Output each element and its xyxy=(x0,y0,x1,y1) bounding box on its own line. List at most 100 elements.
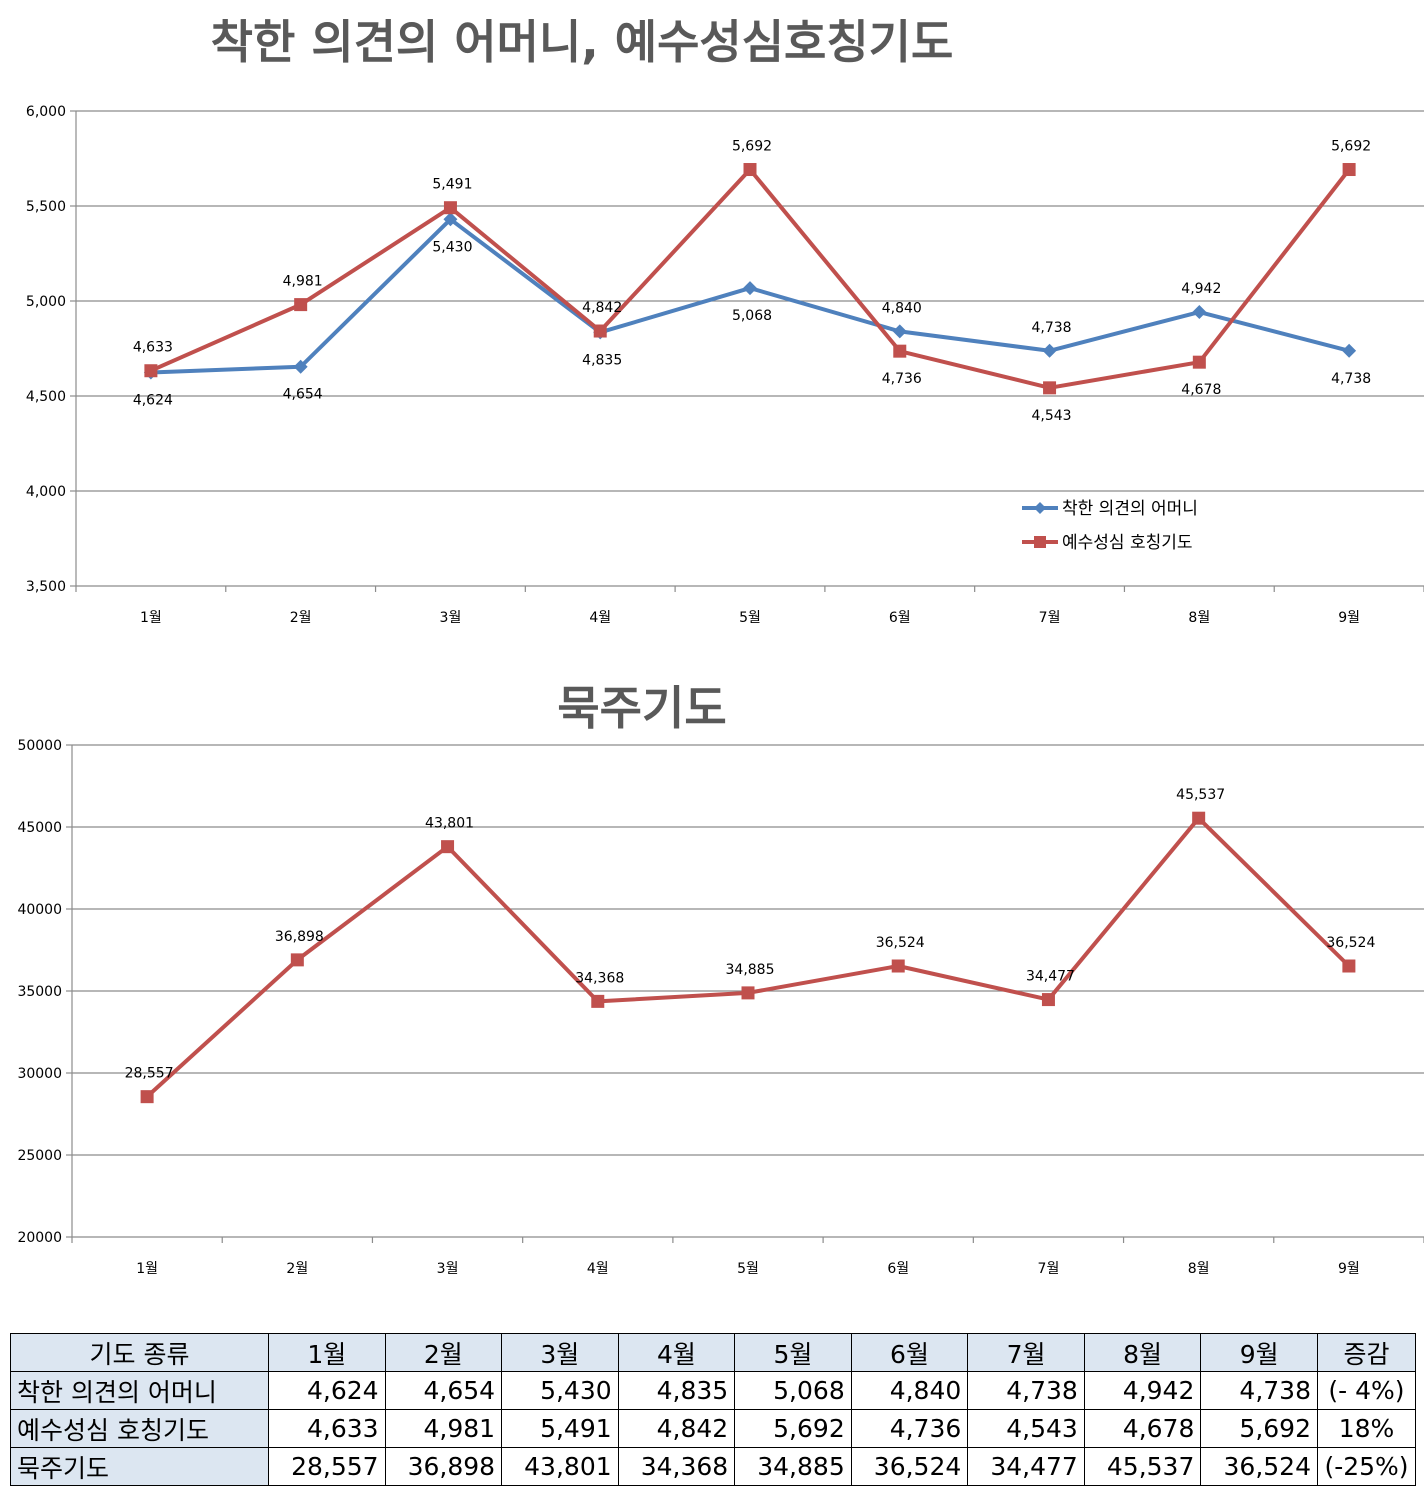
data-label: 34,477 xyxy=(1026,969,1075,985)
data-label: 36,898 xyxy=(275,929,324,945)
table-header-cell: 8월 xyxy=(1083,1333,1202,1372)
series-marker xyxy=(140,1090,154,1104)
table-cell: 5,692 xyxy=(734,1409,852,1448)
y-tick-label: 40000 xyxy=(17,902,62,918)
series-marker xyxy=(1342,959,1356,973)
table-cell: 4,942 xyxy=(1083,1371,1202,1410)
series2-marker xyxy=(743,163,757,177)
x-tick-label: 3월 xyxy=(437,1261,459,1277)
y-tick-label: 4,000 xyxy=(26,484,66,500)
legend-label: 착한 의견의 어머니 xyxy=(1062,499,1198,519)
table-cell: 4,654 xyxy=(384,1371,503,1410)
y-tick-label: 6,000 xyxy=(26,104,66,120)
x-tick-label: 4월 xyxy=(589,610,611,626)
legend-marker xyxy=(1034,536,1046,548)
table-cell: 5,692 xyxy=(1200,1409,1318,1448)
x-tick-label: 2월 xyxy=(290,610,312,626)
table-row: 착한 의견의 어머니 4,624 4,654 5,430 4,835 5,068 4,840… xyxy=(10,1371,1416,1410)
y-tick-label: 45000 xyxy=(17,820,62,836)
table-row: 예수성심 호칭기도 4,633 4,981 5,491 4,842 5,692 4,736 4… xyxy=(10,1409,1416,1448)
table-cell: 4,736 xyxy=(850,1409,969,1448)
series2-marker xyxy=(1342,163,1356,177)
x-tick-label: 2월 xyxy=(286,1261,308,1277)
series1-marker xyxy=(1192,305,1207,320)
data-label: 5,692 xyxy=(1331,139,1371,155)
series2-marker xyxy=(1192,355,1206,369)
data-label: 4,835 xyxy=(582,352,622,368)
series-line xyxy=(145,816,1351,1099)
table-header-cell: 7월 xyxy=(967,1333,1085,1372)
table-cell: 34,368 xyxy=(617,1447,736,1486)
x-tick-label: 1월 xyxy=(136,1261,158,1277)
y-tick-label: 3,500 xyxy=(26,579,66,595)
data-label: 5,491 xyxy=(432,177,472,193)
table-row: 묵주기도 28,557 36,898 43,801 34,368 34,885 36,524… xyxy=(10,1447,1416,1486)
series-marker xyxy=(290,953,304,967)
table-cell: 5,068 xyxy=(734,1371,852,1410)
table-header-cell: 5월 xyxy=(734,1333,852,1372)
table-cell: 4,543 xyxy=(967,1409,1085,1448)
series1-marker xyxy=(743,281,757,296)
data-label: 4,654 xyxy=(283,387,323,403)
table-header-cell: 증감 xyxy=(1317,1333,1416,1372)
data-label: 34,885 xyxy=(726,962,775,978)
x-tick-label: 8월 xyxy=(1188,1261,1210,1277)
change-cell: 18% xyxy=(1317,1409,1416,1448)
row-label: 묵주기도 xyxy=(10,1447,269,1486)
y-tick-label: 50000 xyxy=(17,738,62,754)
table-header-cell: 4월 xyxy=(617,1333,736,1372)
table-cell: 28,557 xyxy=(268,1447,386,1486)
data-label: 4,942 xyxy=(1181,281,1221,297)
data-label: 5,692 xyxy=(732,139,772,155)
chart1-title: 착한 의견의 어머니, 예수성심호칭기도 xyxy=(210,15,954,69)
series2-marker xyxy=(443,201,457,215)
chart2-title: 묵주기도 xyxy=(557,681,727,735)
data-label: 36,524 xyxy=(1326,935,1375,951)
table-cell: 4,981 xyxy=(384,1409,503,1448)
series-marker xyxy=(1192,811,1206,825)
table-cell: 34,477 xyxy=(967,1447,1085,1486)
x-tick-label: 9월 xyxy=(1338,1261,1360,1277)
series1-marker xyxy=(892,324,907,339)
x-tick-label: 5월 xyxy=(737,1261,759,1277)
series2-marker xyxy=(1043,381,1057,395)
x-tick-label: 4월 xyxy=(587,1261,609,1277)
data-label: 4,543 xyxy=(1032,408,1072,424)
data-label: 4,842 xyxy=(582,300,622,316)
series2-marker xyxy=(893,344,907,358)
change-cell: (- 4%) xyxy=(1317,1371,1416,1410)
data-label: 34,368 xyxy=(575,970,624,986)
y-tick-label: 35000 xyxy=(17,984,62,1000)
y-tick-label: 20000 xyxy=(17,1230,62,1246)
table-cell: 36,524 xyxy=(1200,1447,1318,1486)
chart2-plot: 20000 25000 30000 35000 40000 45000 50000 1월 2월 3… xyxy=(17,738,1424,1277)
y-tick-label: 5,500 xyxy=(26,199,66,215)
table-header-cell: 9월 xyxy=(1200,1333,1318,1372)
x-tick-label: 1월 xyxy=(140,610,162,626)
series1-marker xyxy=(1042,343,1057,358)
series2-marker xyxy=(294,298,308,312)
table-cell: 4,738 xyxy=(967,1371,1085,1410)
data-label: 4,981 xyxy=(283,274,323,290)
table-cell: 4,842 xyxy=(617,1409,736,1448)
legend-label: 예수성심 호칭기도 xyxy=(1062,533,1193,553)
series1-marker xyxy=(1342,343,1357,358)
table-header-cell: 6월 xyxy=(850,1333,969,1372)
summary-table: 기도 종류 1월 2월 3월 4월 5월 6월 7월 8월 9월 증감 착한 의견의 어머니 4,62… xyxy=(10,1333,1416,1486)
y-tick-label: 25000 xyxy=(17,1148,62,1164)
series-marker xyxy=(1041,993,1055,1007)
row-label: 예수성심 호칭기도 xyxy=(10,1409,269,1448)
table-header-cell: 2월 xyxy=(384,1333,503,1372)
table-cell: 4,835 xyxy=(617,1371,736,1410)
row-label: 착한 의견의 어머니 xyxy=(10,1371,269,1410)
table-cell: 4,624 xyxy=(268,1371,386,1410)
table-cell: 34,885 xyxy=(734,1447,852,1486)
table-cell: 43,801 xyxy=(501,1447,619,1486)
table-cell: 5,430 xyxy=(501,1371,619,1410)
series-marker xyxy=(591,994,605,1008)
table-cell: 36,524 xyxy=(850,1447,969,1486)
data-label: 28,557 xyxy=(125,1066,174,1082)
x-tick-label: 7월 xyxy=(1038,1261,1060,1277)
x-tick-label: 8월 xyxy=(1188,610,1210,626)
x-tick-label: 6월 xyxy=(887,1261,909,1277)
